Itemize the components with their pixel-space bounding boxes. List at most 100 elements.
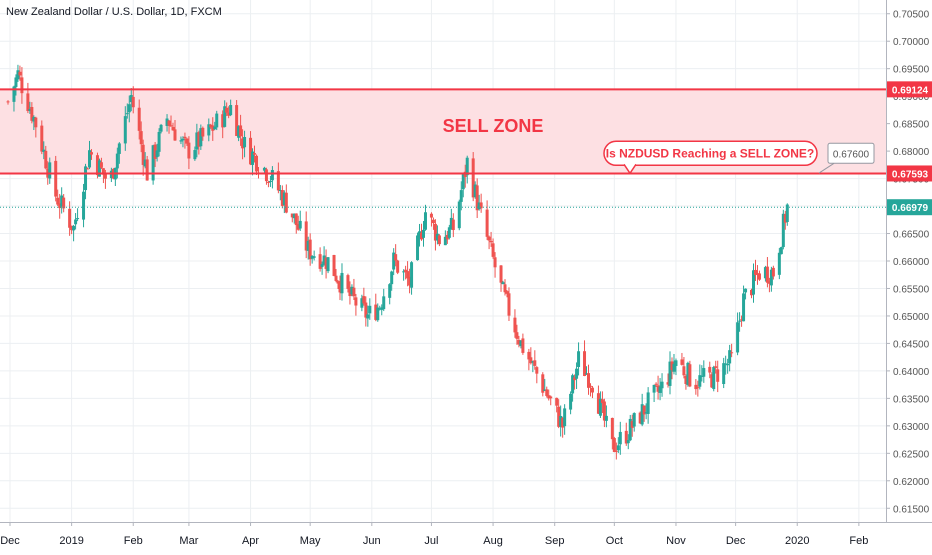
candle-body [429, 213, 433, 218]
candle-body [730, 352, 734, 354]
candle-body [598, 398, 602, 416]
candle-body [42, 149, 46, 152]
candle-body [449, 217, 453, 230]
x-tick-label: Sep [545, 535, 565, 547]
x-tick-label: Dec [0, 535, 20, 547]
candle-body [169, 125, 173, 127]
candle-body [28, 109, 32, 111]
candle-body [614, 450, 618, 452]
price-note-text: 0.67600 [833, 149, 870, 160]
candle-body [312, 256, 316, 258]
candle-body [34, 117, 38, 128]
callout-tail [623, 163, 637, 175]
candle-body [656, 385, 660, 392]
candle-body [445, 234, 449, 240]
candle-body [602, 401, 606, 421]
candle-body [253, 153, 257, 155]
candle-body [533, 360, 537, 366]
candle-body [145, 159, 149, 181]
sell-zone-label: SELL ZONE [443, 116, 544, 136]
candle-body [251, 151, 255, 165]
x-tick-label: Feb [849, 535, 868, 547]
candle-body [771, 267, 775, 277]
candle-body [702, 368, 706, 377]
candle-body [183, 136, 187, 139]
candle-body [521, 338, 525, 353]
candle-body [88, 150, 92, 168]
candle-body [392, 252, 396, 270]
candle-body [171, 127, 175, 131]
callout-bubble [603, 140, 818, 167]
candle-body [89, 152, 93, 155]
candle-body [223, 106, 227, 127]
candle-body [479, 202, 483, 209]
candle-body [294, 213, 298, 226]
price-note-leader [818, 162, 835, 174]
candle-body [86, 168, 90, 170]
candle-body [352, 287, 356, 297]
candle-body [264, 169, 268, 182]
candle-body [561, 417, 565, 428]
candle-body [84, 166, 88, 191]
candle-body [728, 350, 732, 364]
candle-body [320, 264, 324, 267]
candle-body [742, 293, 746, 322]
candle-body [726, 363, 730, 366]
candle-body [6, 101, 10, 103]
y-tick-label: 0.64500 [893, 339, 930, 350]
candle-body [785, 204, 789, 222]
candle-body [435, 233, 439, 241]
candle-body [610, 417, 614, 440]
candle-body [99, 162, 103, 168]
candle-body [368, 305, 372, 314]
candle-body [362, 296, 366, 304]
candle-body [308, 239, 312, 260]
candle-body [97, 160, 101, 177]
candle-body [628, 418, 632, 441]
candle-body [757, 273, 761, 280]
y-tick-label: 0.65000 [893, 312, 930, 323]
candle-body [590, 387, 594, 393]
candle-body [461, 173, 465, 190]
candle-body [670, 361, 674, 371]
candle-body [32, 116, 36, 122]
candle-body [131, 96, 135, 108]
candle-body [56, 197, 60, 205]
y-tick-label: 0.62500 [893, 449, 930, 460]
x-tick-label: Nov [666, 535, 686, 547]
candle-body [306, 240, 310, 251]
candle-body [571, 375, 575, 394]
candle-body [487, 236, 491, 241]
candle-body [209, 124, 213, 128]
y-tick-label: 0.65500 [893, 284, 930, 295]
candle-body [750, 289, 754, 296]
x-tick-label: Jul [424, 535, 438, 547]
candle-body [646, 392, 650, 414]
candle-body [54, 160, 58, 197]
candle-body [545, 389, 549, 396]
candle-body [350, 286, 354, 295]
candle-body [499, 265, 503, 283]
candle-body [688, 364, 692, 387]
candle-body [201, 127, 205, 137]
candle-body [284, 192, 288, 213]
candle-body [600, 399, 604, 404]
price-note-box [827, 142, 875, 164]
candle-body [388, 284, 392, 298]
candle-body [241, 138, 245, 149]
x-tick-label: Feb [124, 535, 143, 547]
candle-body [243, 136, 247, 148]
candle-body [127, 104, 131, 113]
y-tick-label: 0.66000 [893, 257, 930, 268]
candle-body [642, 405, 646, 415]
candle-body [159, 124, 163, 132]
candle-body [431, 219, 435, 224]
candle-body [724, 363, 728, 365]
candle-body [211, 125, 215, 131]
candle-body [354, 297, 358, 306]
candle-body [457, 201, 461, 229]
candle-body [626, 440, 630, 444]
y-tick-label: 0.64000 [893, 367, 930, 378]
